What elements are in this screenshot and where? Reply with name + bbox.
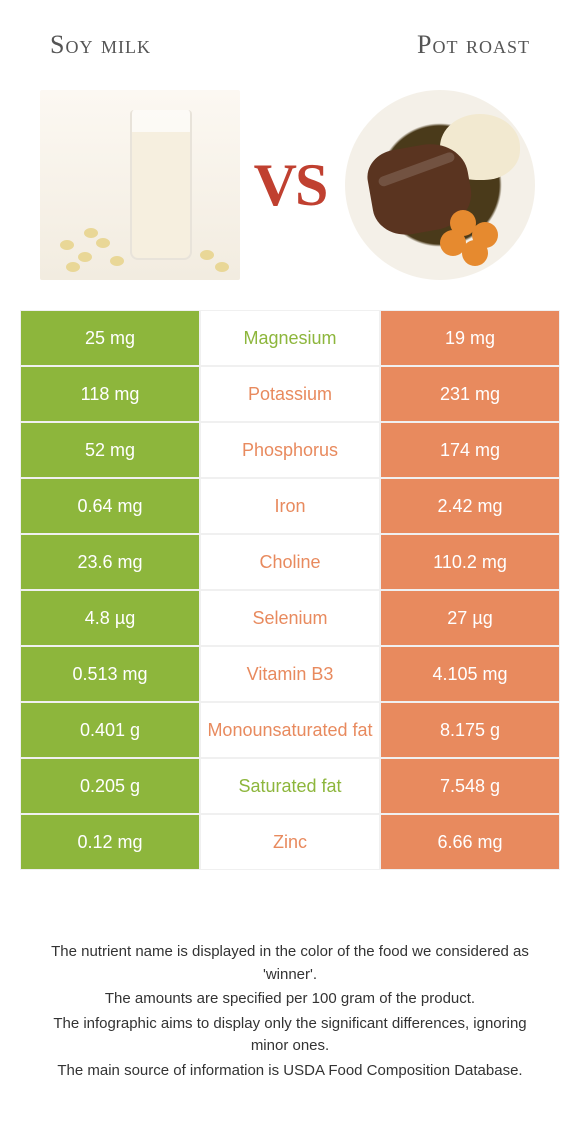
left-value: 0.401 g: [20, 702, 200, 758]
nutrient-name: Vitamin B3: [200, 646, 380, 702]
footnote-line: The nutrient name is displayed in the co…: [40, 941, 540, 986]
footnote-line: The amounts are specified per 100 gram o…: [40, 988, 540, 1011]
right-value: 174 mg: [380, 422, 560, 478]
table-row: 23.6 mgCholine110.2 mg: [20, 534, 560, 590]
nutrient-name: Zinc: [200, 814, 380, 870]
footnote-line: The main source of information is USDA F…: [40, 1060, 540, 1083]
left-value: 25 mg: [20, 310, 200, 366]
left-value: 23.6 mg: [20, 534, 200, 590]
left-value: 0.513 mg: [20, 646, 200, 702]
titles-row: Soy milk Pot roast: [0, 0, 580, 80]
left-value: 0.205 g: [20, 758, 200, 814]
images-row: VS: [0, 80, 580, 310]
table-row: 118 mgPotassium231 mg: [20, 366, 560, 422]
right-value: 231 mg: [380, 366, 560, 422]
right-title: Pot roast: [417, 30, 530, 60]
soy-milk-image: [40, 90, 240, 280]
nutrient-name: Potassium: [200, 366, 380, 422]
left-value: 0.64 mg: [20, 478, 200, 534]
table-row: 0.205 gSaturated fat7.548 g: [20, 758, 560, 814]
left-title: Soy milk: [50, 30, 151, 60]
table-row: 0.12 mgZinc6.66 mg: [20, 814, 560, 870]
right-value: 8.175 g: [380, 702, 560, 758]
table-row: 25 mgMagnesium19 mg: [20, 310, 560, 366]
vs-label: VS: [254, 151, 327, 220]
right-value: 27 µg: [380, 590, 560, 646]
nutrient-name: Monounsaturated fat: [200, 702, 380, 758]
table-row: 52 mgPhosphorus174 mg: [20, 422, 560, 478]
nutrient-name: Choline: [200, 534, 380, 590]
right-value: 110.2 mg: [380, 534, 560, 590]
pot-roast-image: [340, 90, 540, 280]
nutrient-name: Selenium: [200, 590, 380, 646]
right-value: 4.105 mg: [380, 646, 560, 702]
nutrient-table: 25 mgMagnesium19 mg118 mgPotassium231 mg…: [20, 310, 560, 870]
nutrient-name: Saturated fat: [200, 758, 380, 814]
right-value: 6.66 mg: [380, 814, 560, 870]
footnote-line: The infographic aims to display only the…: [40, 1013, 540, 1058]
left-value: 52 mg: [20, 422, 200, 478]
left-value: 118 mg: [20, 366, 200, 422]
table-row: 0.513 mgVitamin B34.105 mg: [20, 646, 560, 702]
nutrient-name: Magnesium: [200, 310, 380, 366]
right-value: 7.548 g: [380, 758, 560, 814]
nutrient-name: Iron: [200, 478, 380, 534]
left-value: 4.8 µg: [20, 590, 200, 646]
table-row: 4.8 µgSelenium27 µg: [20, 590, 560, 646]
footnotes: The nutrient name is displayed in the co…: [40, 941, 540, 1084]
nutrient-name: Phosphorus: [200, 422, 380, 478]
table-row: 0.401 gMonounsaturated fat8.175 g: [20, 702, 560, 758]
left-value: 0.12 mg: [20, 814, 200, 870]
right-value: 19 mg: [380, 310, 560, 366]
table-row: 0.64 mgIron2.42 mg: [20, 478, 560, 534]
right-value: 2.42 mg: [380, 478, 560, 534]
